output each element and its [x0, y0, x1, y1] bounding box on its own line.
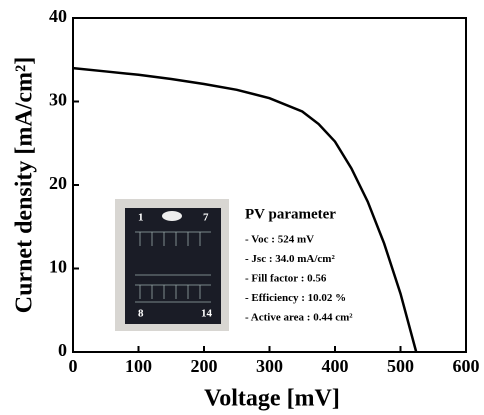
inset-item: - Jsc : 34.0 mA/cm²	[245, 253, 335, 265]
photo-device	[125, 208, 221, 324]
inset-item: - Voc : 524 mV	[245, 234, 314, 246]
photo-contact	[162, 211, 182, 221]
x-tick-label: 500	[387, 356, 414, 376]
inset-item: - Efficiency : 10.02 %	[245, 292, 346, 304]
x-tick-label: 0	[69, 356, 78, 376]
photo-label: 14	[201, 308, 213, 320]
photo-label: 1	[138, 212, 144, 224]
x-tick-label: 200	[191, 356, 218, 376]
x-tick-label: 600	[453, 356, 480, 376]
x-tick-label: 300	[256, 356, 283, 376]
photo-label: 8	[138, 308, 144, 320]
photo-label: 7	[203, 212, 209, 224]
x-tick-label: 400	[322, 356, 349, 376]
y-tick-label: 20	[49, 173, 67, 193]
photo-pattern	[135, 231, 211, 303]
y-tick-label: 30	[49, 90, 67, 110]
inset-photo: 1 7 8 14	[115, 199, 229, 331]
inset-item: - Fill factor : 0.56	[245, 273, 327, 285]
inset-item: - Active area : 0.44 cm²	[245, 312, 353, 324]
x-tick-label: 100	[125, 356, 152, 376]
y-tick-label: 40	[49, 6, 67, 26]
data-line	[72, 66, 418, 353]
y-tick-label: 10	[49, 257, 67, 277]
y-axis-label: Curnet density [mA/cm²]	[12, 57, 38, 314]
x-axis-label: Voltage [mV]	[204, 386, 340, 412]
inset-title: PV parameter	[245, 206, 336, 222]
y-tick-label: 0	[58, 340, 67, 360]
